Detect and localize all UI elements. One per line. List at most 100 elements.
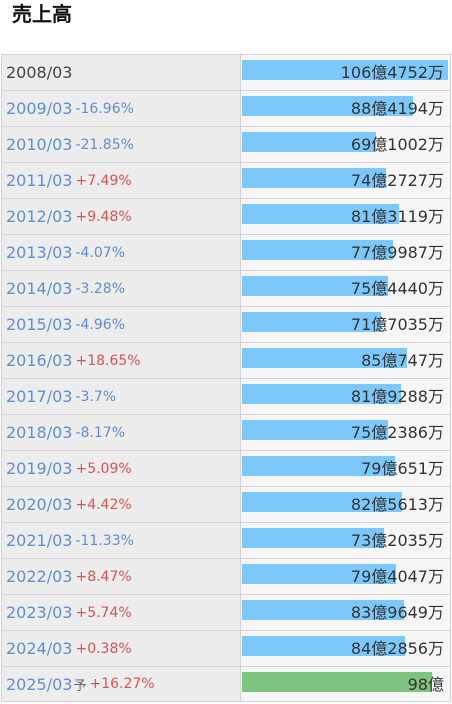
table-row: 2011/03 +7.49% 74億2727万 [2, 163, 451, 199]
sales-value: 83億9649万 [350, 603, 444, 622]
table-row: 2025/03 予 +16.27% 98億 [2, 667, 451, 702]
yoy-change: -4.96% [75, 316, 125, 333]
year-label: 2012/03 [6, 207, 73, 226]
yoy-change: -4.07% [75, 244, 125, 261]
year-label: 2022/03 [6, 567, 73, 586]
yoy-change: -21.85% [75, 136, 134, 153]
sales-value: 73億2035万 [350, 531, 444, 550]
sales-bar [242, 348, 407, 368]
sales-bar [242, 204, 399, 224]
sales-value: 81億9288万 [350, 387, 444, 406]
sales-bar [242, 384, 401, 404]
table-row: 2016/03 +18.65% 85億747万 [2, 343, 451, 379]
row-label: 2013/03 -4.07% [2, 235, 241, 270]
sales-value: 81億3119万 [350, 207, 444, 226]
row-label: 2019/03 +5.09% [2, 451, 241, 486]
sales-value: 98億 [407, 675, 444, 694]
yoy-change: +7.49% [75, 172, 132, 189]
yoy-change: -3.28% [75, 280, 125, 297]
year-label: 2021/03 [6, 531, 73, 550]
sales-bar [242, 132, 376, 152]
row-label: 2021/03 -11.33% [2, 523, 241, 558]
row-label: 2017/03 -3.7% [2, 379, 241, 414]
year-label: 2023/03 [6, 603, 73, 622]
year-label: 2017/03 [6, 387, 73, 406]
row-label: 2025/03 予 +16.27% [2, 667, 241, 701]
yoy-change: +9.48% [75, 208, 132, 225]
sales-value: 88億4194万 [350, 99, 444, 118]
sales-bar [242, 420, 388, 440]
yoy-change: -16.96% [75, 100, 134, 117]
year-label: 2011/03 [6, 171, 73, 190]
table-row: 2012/03 +9.48% 81億3119万 [2, 199, 451, 235]
bar-cell: 81億3119万 [241, 199, 451, 234]
year-label: 2009/03 [6, 99, 73, 118]
table-row: 2010/03 -21.85% 69億1002万 [2, 127, 451, 163]
table-row: 2023/03 +5.74% 83億9649万 [2, 595, 451, 631]
sales-bar [242, 276, 388, 296]
yoy-change: -8.17% [75, 424, 125, 441]
forecast-bar [242, 672, 432, 692]
year-label: 2020/03 [6, 495, 73, 514]
row-label: 2010/03 -21.85% [2, 127, 241, 162]
yoy-change: +4.42% [75, 496, 132, 513]
sales-value: 85億747万 [361, 351, 444, 370]
year-label: 2015/03 [6, 315, 73, 334]
yoy-change: +5.09% [75, 460, 132, 477]
row-label: 2014/03 -3.28% [2, 271, 241, 306]
sales-table: 2008/03 106億4752万 2009/03 -16.96% 88億4194万 20… [1, 54, 451, 702]
year-label: 2010/03 [6, 135, 73, 154]
sales-bar [242, 600, 404, 620]
year-label: 2008/03 [6, 63, 73, 82]
row-label: 2012/03 +9.48% [2, 199, 241, 234]
bar-cell: 79億651万 [241, 451, 451, 486]
sales-value: 69億1002万 [350, 135, 444, 154]
sales-value: 79億4047万 [350, 567, 444, 586]
row-label: 2023/03 +5.74% [2, 595, 241, 630]
sales-value: 75億2386万 [350, 423, 444, 442]
row-label: 2024/03 +0.38% [2, 631, 241, 666]
row-label: 2022/03 +8.47% [2, 559, 241, 594]
year-label: 2019/03 [6, 459, 73, 478]
row-label: 2011/03 +7.49% [2, 163, 241, 198]
table-row: 2024/03 +0.38% 84億2856万 [2, 631, 451, 667]
bar-cell: 73億2035万 [241, 523, 451, 558]
row-label: 2018/03 -8.17% [2, 415, 241, 450]
bar-cell: 106億4752万 [241, 55, 451, 90]
yoy-change: +16.27% [89, 676, 155, 692]
year-label: 2018/03 [6, 423, 73, 442]
yoy-change: +0.38% [75, 640, 132, 657]
sales-value: 75億4440万 [350, 279, 444, 298]
yoy-change: -3.7% [75, 388, 117, 405]
bar-cell: 81億9288万 [241, 379, 451, 414]
sales-bar [242, 528, 384, 548]
sales-value: 84億2856万 [350, 639, 444, 658]
sales-bar [242, 96, 413, 116]
bar-cell: 84億2856万 [241, 631, 451, 666]
yoy-change: +18.65% [75, 352, 141, 369]
table-row: 2014/03 -3.28% 75億4440万 [2, 271, 451, 307]
bar-cell: 79億4047万 [241, 559, 451, 594]
table-row: 2008/03 106億4752万 [2, 55, 451, 91]
bar-cell: 75億2386万 [241, 415, 451, 450]
bar-cell: 75億4440万 [241, 271, 451, 306]
sales-value: 106億4752万 [340, 63, 444, 82]
table-row: 2017/03 -3.7% 81億9288万 [2, 379, 451, 415]
row-label: 2016/03 +18.65% [2, 343, 241, 378]
table-row: 2022/03 +8.47% 79億4047万 [2, 559, 451, 595]
sales-value: 71億7035万 [350, 315, 444, 334]
sales-bar [242, 564, 396, 584]
sales-bar [242, 636, 405, 656]
row-label: 2015/03 -4.96% [2, 307, 241, 342]
yoy-change: +5.74% [75, 604, 132, 621]
table-row: 2018/03 -8.17% 75億2386万 [2, 415, 451, 451]
row-label: 2020/03 +4.42% [2, 487, 241, 522]
bar-cell: 85億747万 [241, 343, 451, 378]
sales-bar [242, 60, 448, 80]
year-label: 2013/03 [6, 243, 73, 262]
bar-cell: 74億2727万 [241, 163, 451, 198]
table-row: 2013/03 -4.07% 77億9987万 [2, 235, 451, 271]
bar-cell: 71億7035万 [241, 307, 451, 342]
section-title: 売上高 [12, 2, 72, 26]
table-row: 2020/03 +4.42% 82億5613万 [2, 487, 451, 523]
